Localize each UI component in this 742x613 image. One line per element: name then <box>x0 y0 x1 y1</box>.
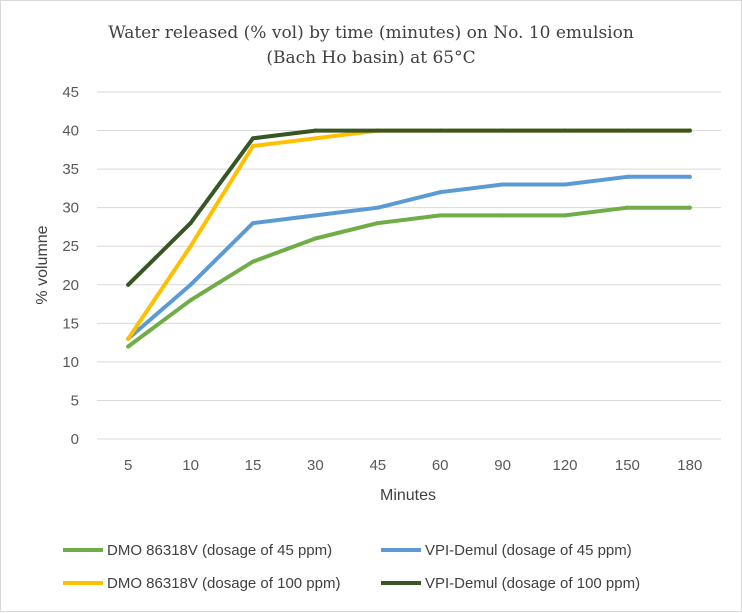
data-point <box>126 282 131 287</box>
data-point <box>188 244 193 249</box>
data-point <box>500 182 505 187</box>
series-line <box>126 128 692 287</box>
data-point <box>313 128 318 133</box>
data-point <box>251 221 255 226</box>
data-point <box>375 128 380 133</box>
data-point <box>563 128 567 133</box>
legend-label: VPI-Demul (dosage of 100 ppm) <box>425 575 640 592</box>
data-point <box>500 128 505 133</box>
data-point <box>687 174 692 179</box>
series-line <box>126 205 692 349</box>
x-tick-label: 30 <box>307 457 324 474</box>
data-point <box>126 336 131 341</box>
data-point <box>126 344 131 349</box>
data-point <box>625 205 630 210</box>
data-point <box>563 213 567 218</box>
data-point <box>625 128 630 133</box>
x-tick-label: 60 <box>432 457 449 474</box>
x-tick-label: 150 <box>615 457 640 474</box>
data-point <box>563 182 567 187</box>
y-tick-label: 30 <box>62 200 79 217</box>
data-point <box>687 205 692 210</box>
y-tick-label: 40 <box>62 123 79 140</box>
x-tick-label: 10 <box>182 457 199 474</box>
series-line <box>126 174 692 341</box>
y-tick-label: 20 <box>62 277 79 294</box>
data-point <box>313 213 318 218</box>
y-tick-label: 5 <box>71 392 79 409</box>
data-point <box>188 298 193 303</box>
x-tick-label: 45 <box>369 457 386 474</box>
chart-title-line-2: (Bach Ho basin) at 65°C <box>266 48 475 68</box>
x-tick-label: 180 <box>677 457 702 474</box>
data-point <box>251 136 255 141</box>
data-point <box>313 136 318 141</box>
data-point <box>188 221 193 226</box>
legend-label: DMO 86318V (dosage of 45 ppm) <box>107 542 332 559</box>
data-point <box>438 128 443 133</box>
y-tick-label: 0 <box>71 431 79 448</box>
y-tick-label: 45 <box>62 84 79 101</box>
data-point <box>500 213 505 218</box>
x-tick-label: 120 <box>552 457 577 474</box>
data-point <box>188 282 193 287</box>
y-axis-title: % volumne <box>34 225 51 304</box>
x-tick-label: 5 <box>124 457 132 474</box>
data-point <box>375 221 380 226</box>
x-tick-label: 15 <box>245 457 262 474</box>
data-point <box>438 190 443 195</box>
y-tick-label: 25 <box>62 238 79 255</box>
y-tick-label: 35 <box>62 161 79 178</box>
data-point <box>438 213 443 218</box>
y-tick-label: 10 <box>62 354 79 371</box>
data-point <box>251 143 255 148</box>
series-line <box>126 128 692 341</box>
data-point <box>687 128 692 133</box>
data-point <box>625 174 630 179</box>
y-tick-label: 15 <box>62 315 79 332</box>
x-axis-title: Minutes <box>380 487 436 504</box>
data-point <box>375 205 380 210</box>
chart-title-line-1: Water released (% vol) by time (minutes)… <box>108 23 634 43</box>
legend-label: DMO 86318V (dosage of 100 ppm) <box>107 575 340 592</box>
x-tick-label: 90 <box>494 457 511 474</box>
legend-label: VPI-Demul (dosage of 45 ppm) <box>425 542 632 559</box>
data-point <box>313 236 318 241</box>
data-point <box>251 259 255 264</box>
